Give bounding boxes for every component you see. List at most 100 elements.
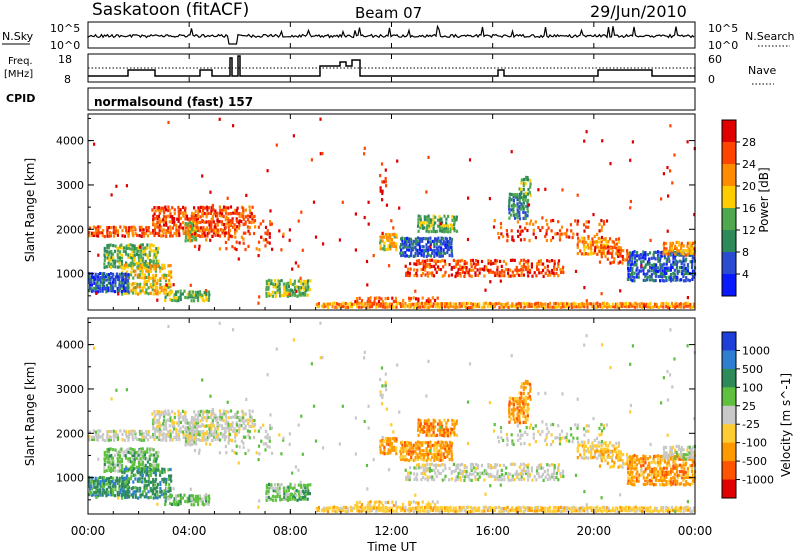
power-cell xyxy=(391,244,394,248)
velocity-cell xyxy=(674,458,677,462)
velocity-cell xyxy=(153,410,156,414)
power-cell xyxy=(227,217,230,221)
power-cell xyxy=(127,253,130,257)
velocity-cell xyxy=(118,487,121,491)
power-cell xyxy=(405,236,409,240)
power-cell xyxy=(203,299,206,303)
power-cell xyxy=(661,272,664,276)
power-cell xyxy=(201,205,204,209)
power-cell xyxy=(459,305,462,309)
velocity-cell xyxy=(613,447,616,451)
power-cell xyxy=(229,212,232,216)
power-cell xyxy=(110,262,113,266)
velocity-cell xyxy=(421,430,425,434)
power-cell xyxy=(498,270,501,274)
power-cell xyxy=(124,250,127,254)
power-cell xyxy=(152,217,155,221)
velocity-cell xyxy=(186,430,189,434)
velocity-cell xyxy=(438,419,441,423)
velocity-cell xyxy=(424,441,427,445)
power-cell xyxy=(514,195,517,199)
velocity-cell xyxy=(207,432,211,436)
velocity-cell xyxy=(242,410,245,414)
velocity-cell xyxy=(648,463,651,467)
power-cell xyxy=(103,262,106,266)
power-cell xyxy=(513,274,516,278)
power-cell xyxy=(375,302,378,306)
velocity-cell xyxy=(496,475,499,479)
velocity-cell xyxy=(92,493,95,497)
power-cell xyxy=(513,204,517,208)
velocity-cell xyxy=(146,460,150,464)
power-cell xyxy=(134,289,137,293)
power-cell xyxy=(325,302,328,306)
velocity-cell xyxy=(98,482,101,486)
power-cell xyxy=(131,244,134,248)
velocity-cell xyxy=(520,472,523,476)
power-cell xyxy=(381,198,384,202)
velocity-cell xyxy=(138,489,141,493)
power-cell xyxy=(286,291,290,295)
velocity-cell xyxy=(676,473,679,478)
velocity-cell xyxy=(628,455,631,460)
velocity-cell xyxy=(427,418,430,422)
power-cell xyxy=(430,224,433,228)
power-cell xyxy=(596,301,599,305)
velocity-cell xyxy=(512,397,515,401)
power-cell xyxy=(669,124,672,128)
power-cell xyxy=(118,280,121,284)
velocity-cell xyxy=(107,490,110,494)
power-cell xyxy=(96,290,100,294)
power-cell xyxy=(167,282,170,286)
velocity-cell xyxy=(151,435,154,439)
velocity-cell xyxy=(175,496,178,500)
power-cell xyxy=(171,234,174,238)
power-cell xyxy=(145,282,148,286)
power-cell xyxy=(232,211,235,215)
power-cell xyxy=(672,275,675,279)
power-cell xyxy=(179,295,182,299)
velocity-cell xyxy=(131,454,134,458)
velocity-cell xyxy=(98,490,102,494)
velocity-cell xyxy=(227,438,230,442)
velocity-cell xyxy=(652,457,655,461)
velocity-cell xyxy=(283,495,286,500)
velocity-cell xyxy=(229,416,232,420)
velocity-cell xyxy=(274,495,277,499)
velocity-cell xyxy=(101,479,104,483)
velocity-cell xyxy=(542,478,545,482)
velocity-cell xyxy=(149,435,152,439)
power-cell xyxy=(646,305,650,309)
velocity-cell xyxy=(93,490,96,494)
velocity-cell xyxy=(165,477,168,482)
power-cell xyxy=(122,275,125,279)
power-cell xyxy=(676,249,679,253)
velocity-cell xyxy=(108,435,111,439)
velocity-cell xyxy=(120,479,124,484)
velocity-cell xyxy=(184,426,187,430)
power-cell xyxy=(684,301,687,305)
power-cell xyxy=(636,305,639,309)
power-cell xyxy=(304,285,307,289)
velocity-cell xyxy=(274,498,277,502)
velocity-cell xyxy=(231,425,234,429)
power-cell xyxy=(517,273,521,277)
velocity-cell xyxy=(154,489,157,493)
velocity-cell xyxy=(441,441,444,445)
power-cell xyxy=(308,288,311,292)
power-cell xyxy=(516,216,519,220)
power-cell xyxy=(193,244,197,249)
power-cell xyxy=(483,265,486,269)
power-cell xyxy=(203,206,206,210)
velocity-cell xyxy=(227,421,230,425)
power-cell xyxy=(665,276,668,280)
power-cell xyxy=(300,285,303,290)
power-cell xyxy=(105,286,108,291)
power-cell xyxy=(234,235,237,239)
velocity-cell xyxy=(187,432,190,436)
power-cell xyxy=(417,297,420,301)
power-cell xyxy=(686,296,689,300)
power-cell xyxy=(539,259,542,263)
power-cell xyxy=(224,209,227,213)
velocity-cell xyxy=(112,460,115,464)
